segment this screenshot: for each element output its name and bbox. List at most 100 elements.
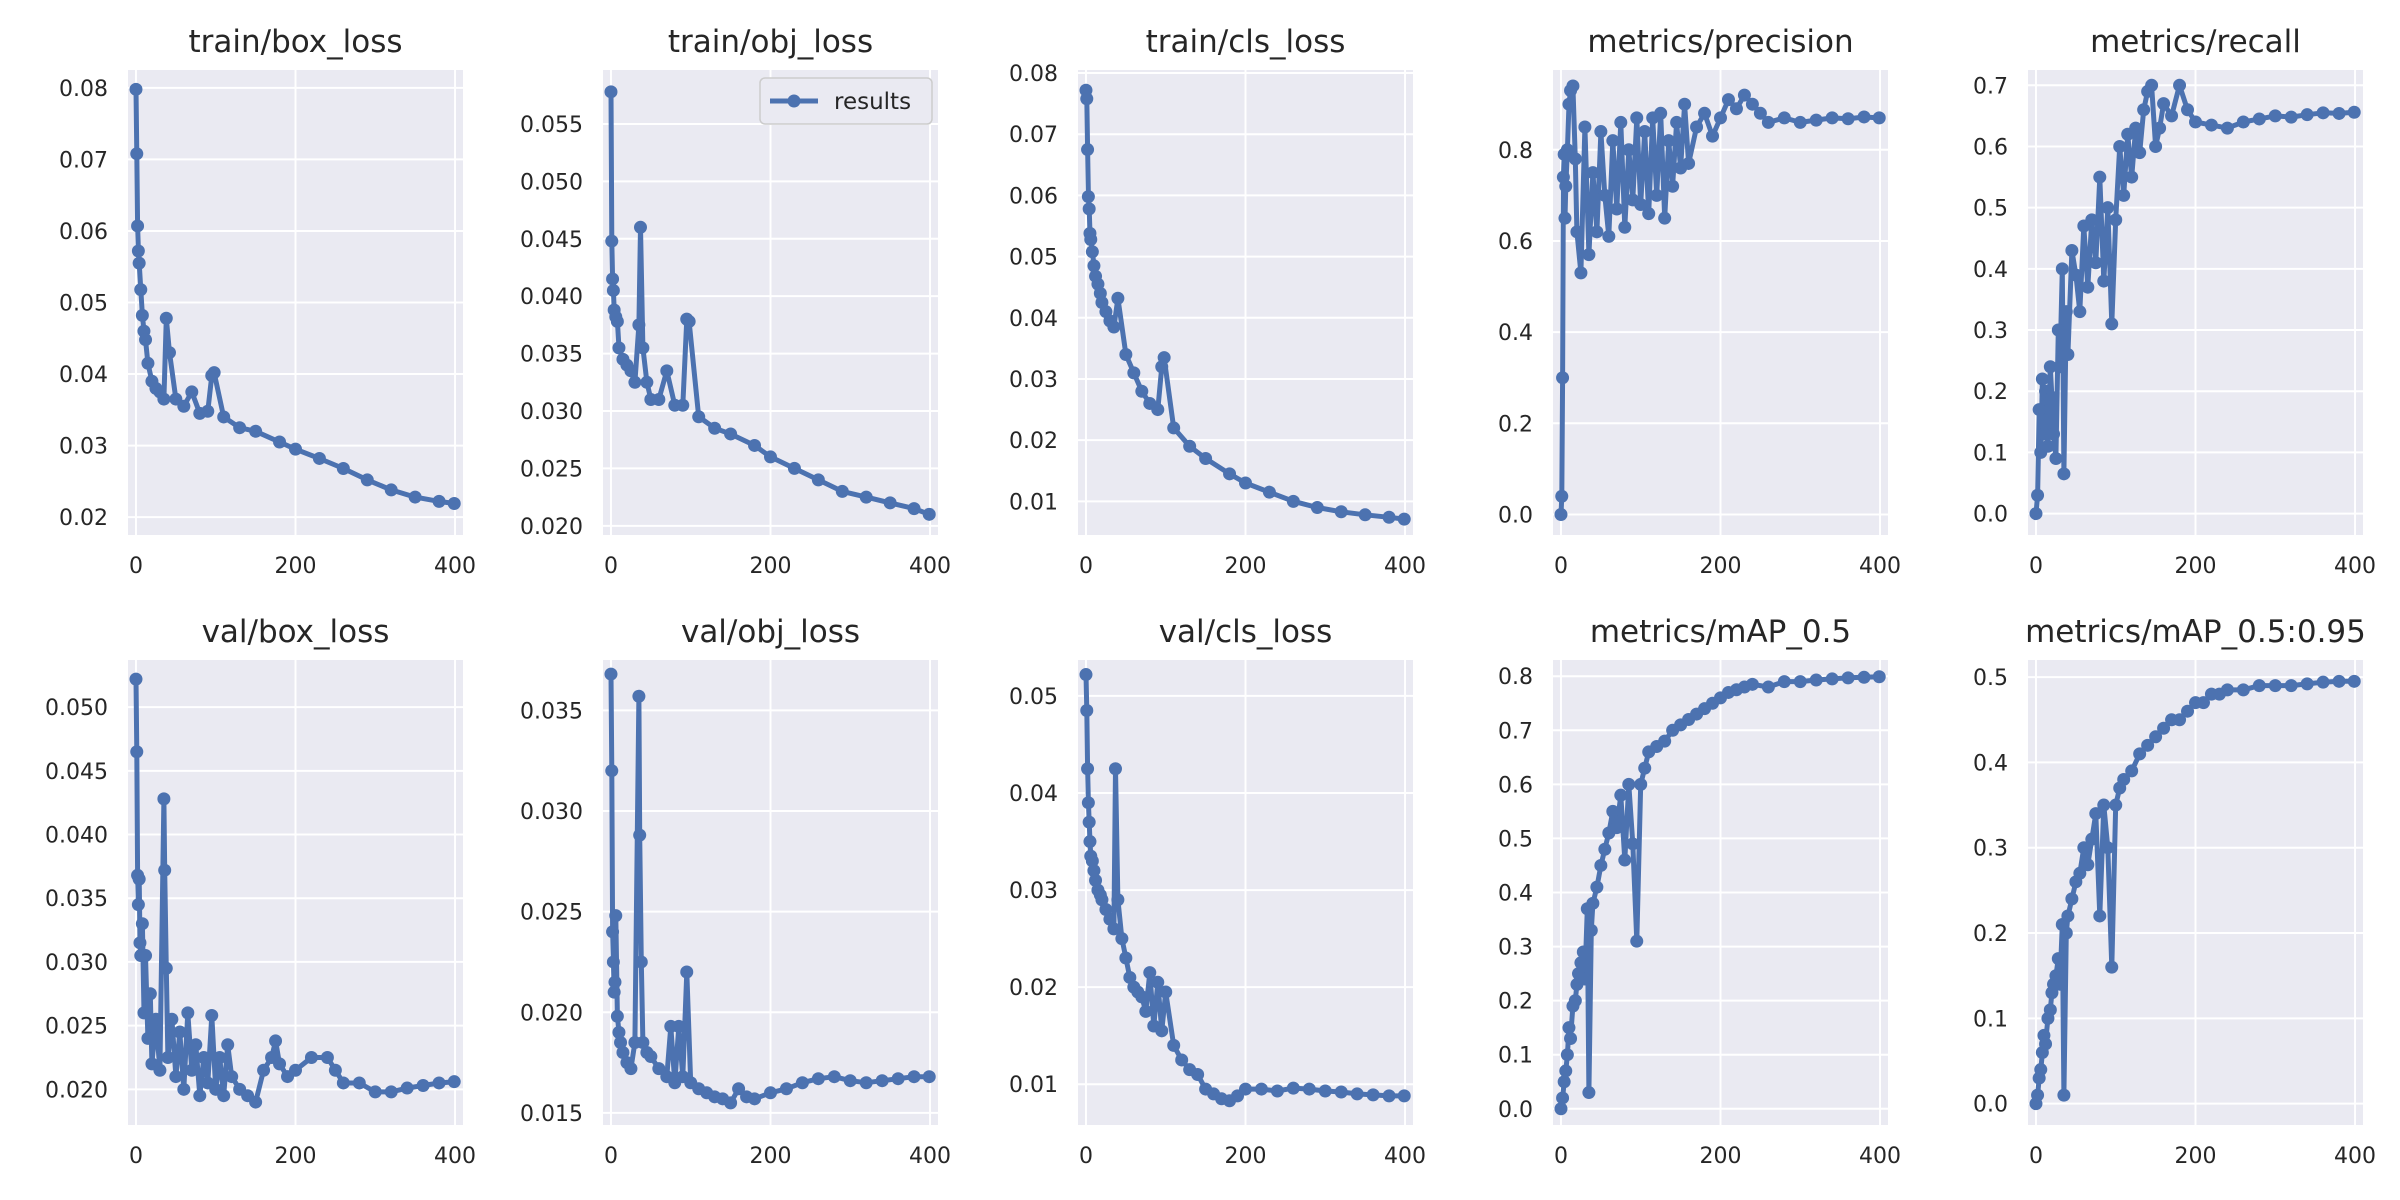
data-point xyxy=(2149,730,2163,744)
data-point xyxy=(249,424,263,438)
data-point xyxy=(2300,677,2314,691)
data-point xyxy=(875,1074,889,1088)
data-point xyxy=(1586,166,1600,180)
data-point xyxy=(843,1074,857,1088)
subplot-title: val/cls_loss xyxy=(1159,614,1333,650)
data-point xyxy=(336,1076,350,1090)
data-point xyxy=(169,1070,183,1084)
y-tick-label: 0.07 xyxy=(59,148,108,173)
data-point xyxy=(1825,672,1839,686)
y-tick-label: 0.02 xyxy=(1009,976,1058,1001)
data-point xyxy=(1560,143,1574,157)
data-point xyxy=(1576,945,1590,959)
data-point xyxy=(2105,317,2119,331)
data-point xyxy=(1559,179,1573,193)
data-point xyxy=(141,356,155,370)
data-point xyxy=(1682,156,1696,170)
data-point xyxy=(2181,103,2195,117)
data-point xyxy=(1841,112,1855,126)
data-point xyxy=(432,1076,446,1090)
y-tick-label: 0.06 xyxy=(59,220,108,245)
data-point xyxy=(628,375,642,389)
y-tick-label: 0.0 xyxy=(1498,1098,1533,1123)
x-tick-label: 0 xyxy=(1554,1144,1568,1169)
data-point xyxy=(1079,668,1093,682)
data-point xyxy=(2053,360,2067,374)
data-point xyxy=(132,872,146,886)
data-point xyxy=(400,1081,414,1095)
data-point xyxy=(1082,202,1096,216)
y-tick-label: 0.5 xyxy=(1973,666,2008,691)
subplot-title: val/obj_loss xyxy=(681,614,860,650)
data-point xyxy=(1127,366,1141,380)
data-point xyxy=(2059,926,2073,940)
subplot-title: train/box_loss xyxy=(188,24,402,60)
data-point xyxy=(1082,815,1096,829)
data-point xyxy=(1358,508,1372,522)
data-point xyxy=(2268,109,2282,123)
data-point xyxy=(1872,670,1886,684)
data-point xyxy=(636,341,650,355)
data-point xyxy=(1606,134,1620,148)
data-point xyxy=(1777,111,1791,125)
x-tick-label: 0 xyxy=(129,1144,143,1169)
data-point xyxy=(2157,97,2171,111)
data-point xyxy=(2109,213,2123,227)
data-point xyxy=(732,1082,746,1096)
y-tick-label: 0.6 xyxy=(1973,135,2008,160)
data-point xyxy=(922,1070,936,1084)
data-point xyxy=(2153,121,2167,135)
subplot-val-cls-loss: val/cls_loss 0 200 400 0.01 0.02 0.03 0.04 0.05 xyxy=(1009,614,1426,1169)
data-point xyxy=(1610,821,1624,835)
data-point xyxy=(633,220,647,234)
data-point xyxy=(304,1050,318,1064)
data-point xyxy=(1566,79,1580,93)
data-point xyxy=(2097,274,2111,288)
data-point xyxy=(2173,78,2187,92)
data-point xyxy=(1559,1064,1573,1078)
data-point xyxy=(1119,348,1133,362)
data-point xyxy=(1642,207,1656,221)
data-point xyxy=(2196,696,2210,710)
data-point xyxy=(1582,1086,1596,1100)
data-point xyxy=(2081,280,2095,294)
data-point xyxy=(1382,1089,1396,1103)
data-point xyxy=(1397,1089,1411,1103)
data-point xyxy=(217,1089,231,1103)
data-point xyxy=(1598,188,1612,202)
y-tick-label: 0.0 xyxy=(1973,503,2008,528)
x-tick-label: 200 xyxy=(2175,554,2217,579)
data-point xyxy=(289,442,302,456)
data-point xyxy=(1555,489,1569,503)
data-point xyxy=(907,1070,921,1084)
data-point xyxy=(1634,777,1648,791)
subplot-title: metrics/precision xyxy=(1587,24,1853,60)
data-point xyxy=(137,1006,151,1020)
data-point xyxy=(273,435,287,449)
data-point xyxy=(207,366,221,380)
y-tick-label: 0.01 xyxy=(1009,490,1058,515)
data-point xyxy=(2137,103,2151,117)
y-tick-label: 0.3 xyxy=(1973,837,2008,862)
data-point xyxy=(2045,390,2059,404)
data-point xyxy=(2041,439,2055,453)
subplot-title: train/cls_loss xyxy=(1146,24,1346,60)
y-tick-label: 0.05 xyxy=(1009,246,1058,271)
y-tick-label: 0.030 xyxy=(45,951,108,976)
x-tick-label: 0 xyxy=(1079,1144,1093,1169)
data-point xyxy=(139,333,153,347)
y-tick-label: 0.4 xyxy=(1498,321,1533,346)
data-point xyxy=(604,85,618,99)
data-point xyxy=(447,497,461,511)
data-point xyxy=(614,1035,628,1049)
data-point xyxy=(2043,360,2057,374)
data-point xyxy=(328,1063,342,1077)
y-tick-label: 0.050 xyxy=(45,696,108,721)
data-point xyxy=(1350,1087,1364,1101)
data-point xyxy=(624,364,638,378)
subplot-val-obj-loss: val/obj_loss 0 200 400 0.015 0.020 0.025 0.030 0… xyxy=(520,614,951,1169)
data-point xyxy=(610,314,624,328)
y-tick-label: 0.6 xyxy=(1498,230,1533,255)
x-tick-label: 400 xyxy=(434,554,476,579)
data-point xyxy=(1239,1082,1252,1096)
